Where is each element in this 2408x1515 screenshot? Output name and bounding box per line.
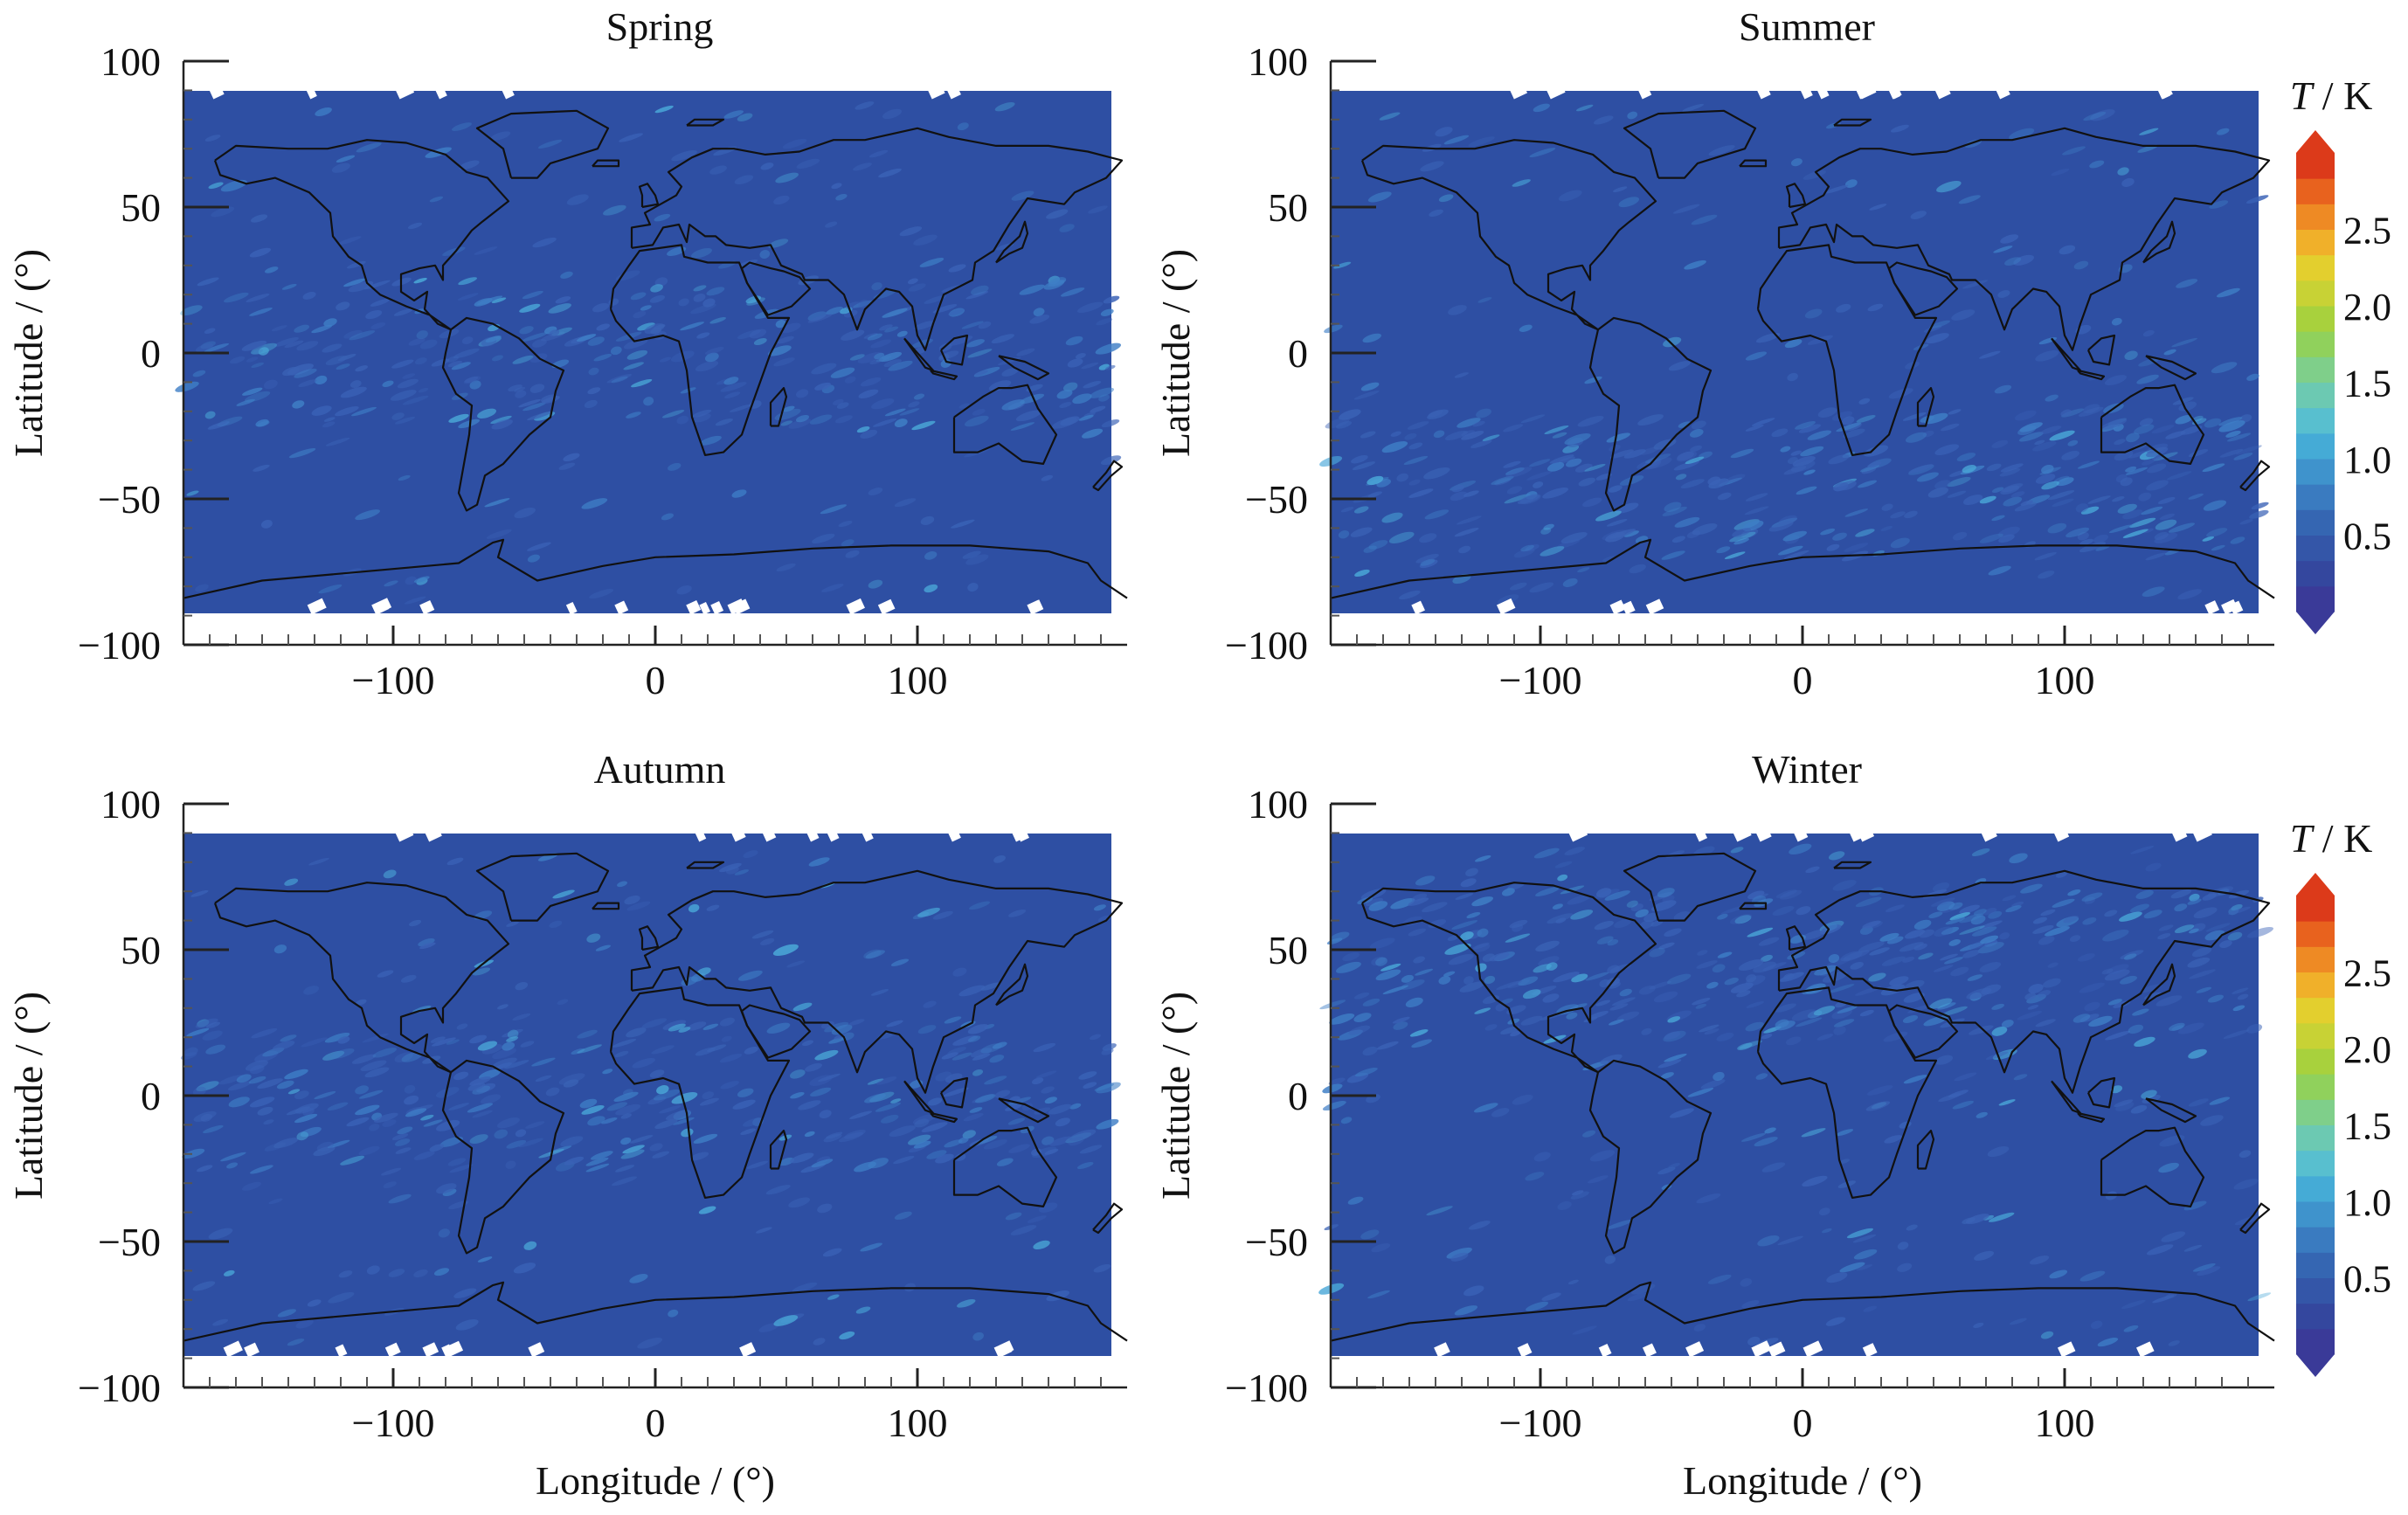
data-gap-edges [209, 82, 1044, 615]
data-gap-edges [223, 826, 1029, 1358]
data-gap-edges [1411, 82, 2244, 615]
y-tick-label: −100 [78, 1366, 161, 1410]
x-tick-label: 0 [1793, 1401, 1813, 1445]
y-tick-label: 100 [1248, 39, 1308, 84]
x-tick-label: −100 [1499, 1401, 1582, 1445]
colorbar-max-arrow [2296, 873, 2335, 896]
y-tick-label: −100 [1225, 1366, 1308, 1410]
colorbar-tick-label: 2.0 [2343, 1028, 2391, 1071]
x-axis-label: Longitude / (°) [536, 1458, 775, 1503]
x-axis-label: Longitude / (°) [1683, 1458, 1922, 1503]
x-tick-label: 0 [646, 658, 666, 702]
y-tick-label: 0 [141, 1074, 161, 1118]
y-axis-label: Latitude / (°) [6, 992, 51, 1200]
panel-spring: Spring 100 50 0 −50 −100 −100 0 100 Latitude / (°… [6, 4, 1128, 702]
colorbar-max-arrow [2296, 130, 2335, 153]
x-tick-label: 0 [1793, 658, 1813, 702]
panel-autumn: Autumn 100 50 0 −50 −100 −100 0 100 Latitude / (°… [6, 747, 1128, 1503]
colorbar-tick-label: 1.0 [2343, 439, 2391, 481]
panel-title: Spring [606, 4, 714, 49]
y-tick-label: −50 [98, 477, 161, 522]
colorbar-top: T / K 0.5 1.0 1.5 2.0 2.5 [2290, 73, 2391, 634]
y-tick-label: 100 [1248, 782, 1308, 827]
colorbar-tick-label: 2.5 [2343, 210, 2391, 252]
x-tick-label: 100 [2035, 658, 2095, 702]
colorbar-tick-label: 1.5 [2343, 363, 2391, 405]
y-axis-label: Latitude / (°) [1153, 992, 1198, 1200]
y-tick-label: 0 [1288, 1074, 1308, 1118]
y-tick-label: −50 [1245, 477, 1308, 522]
colorbar-tick-label: 2.0 [2343, 286, 2391, 329]
y-axis-label: Latitude / (°) [6, 249, 51, 457]
x-tick-label: 100 [888, 658, 948, 702]
colorbar-min-arrow [2296, 612, 2335, 634]
colorbar-title: T / K [2290, 73, 2373, 118]
y-tick-label: 0 [1288, 331, 1308, 376]
panel-title: Summer [1739, 4, 1875, 49]
y-tick-label: 100 [100, 782, 161, 827]
colorbar-tick-label: 2.5 [2343, 952, 2391, 995]
colorbar-bottom: T / K 0.5 1.0 1.5 2.0 2.5 [2290, 816, 2391, 1377]
colorbar-tick-label: 0.5 [2343, 515, 2391, 558]
heatmap-field [1319, 91, 2269, 613]
colorbar-title: T / K [2290, 816, 2373, 861]
coastlines [1330, 852, 2275, 1342]
coastlines [183, 109, 1128, 599]
y-tick-label: −100 [1225, 623, 1308, 668]
y-tick-label: −100 [78, 623, 161, 668]
coastlines [1330, 109, 2275, 599]
heatmap-field [175, 91, 1122, 613]
colorbar-tick-label: 1.5 [2343, 1105, 2391, 1148]
colorbar-tick-label: 0.5 [2343, 1258, 2391, 1301]
y-tick-label: −50 [1245, 1220, 1308, 1264]
x-tick-label: −100 [352, 658, 435, 702]
panel-summer: Summer 100 50 0 −50 −100 −100 0 100 Latitude / (°… [1153, 4, 2275, 702]
x-tick-label: −100 [1499, 658, 1582, 702]
y-tick-label: 50 [1268, 185, 1308, 230]
colorbar-tick-label: 1.0 [2343, 1181, 2391, 1224]
y-tick-label: 100 [100, 39, 161, 84]
colorbar-min-arrow [2296, 1354, 2335, 1377]
heatmap-field [180, 834, 1121, 1356]
x-tick-label: 100 [888, 1401, 948, 1445]
x-tick-label: 100 [2035, 1401, 2095, 1445]
y-tick-label: 0 [141, 331, 161, 376]
x-tick-label: −100 [352, 1401, 435, 1445]
coastlines [183, 852, 1128, 1342]
panel-title: Autumn [594, 747, 726, 792]
y-tick-label: 50 [1268, 928, 1308, 972]
heatmap-field [1318, 834, 2274, 1356]
y-tick-label: 50 [121, 928, 161, 972]
data-gap-edges [1434, 825, 2212, 1358]
panel-winter: Winter 100 50 0 −50 −100 −100 0 100 Latitude / (°… [1153, 747, 2275, 1503]
panel-title: Winter [1752, 747, 1862, 792]
x-tick-label: 0 [646, 1401, 666, 1445]
y-tick-label: 50 [121, 185, 161, 230]
y-tick-label: −50 [98, 1220, 161, 1264]
y-axis-label: Latitude / (°) [1153, 249, 1198, 457]
